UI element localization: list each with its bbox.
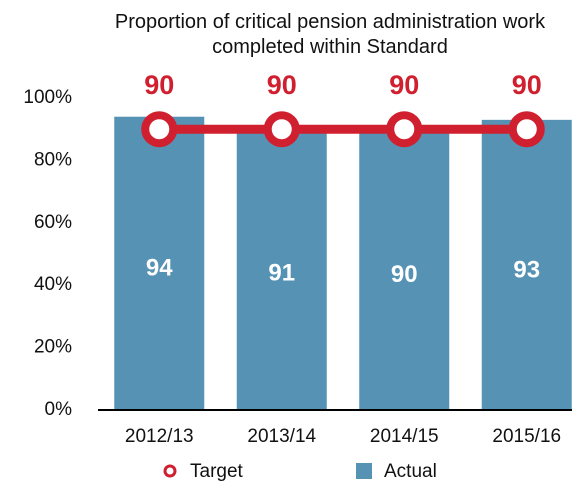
x-tick-label: 2014/15 [370,426,439,447]
target-label: 90 [144,70,174,100]
y-tick-label: 80% [34,149,72,170]
target-marker [263,111,300,148]
target-marker [386,111,423,148]
y-tick-label: 0% [45,399,73,420]
y-tick-label: 40% [34,274,72,295]
x-tick-label: 2013/14 [247,426,316,447]
target-marker [141,111,178,148]
bar-label: 91 [268,259,295,286]
y-tick-label: 60% [34,212,72,233]
bar [481,119,572,410]
y-tick-label: 20% [34,337,72,358]
target-label: 90 [389,70,419,100]
legend-label: Target [190,461,244,482]
x-tick-label: 2012/13 [125,426,194,447]
legend-marker [163,464,177,478]
chart-title: Proportion of critical pension administr… [114,11,546,58]
target-label: 90 [267,70,297,100]
legend-label: Actual [384,461,437,482]
bar-label: 94 [146,255,173,282]
target-label: 90 [512,70,542,100]
bar [114,116,205,410]
bar-label: 93 [513,256,540,283]
y-tick-label: 100% [23,87,72,108]
bar [236,126,327,410]
legend-swatch [356,463,372,479]
bar [359,129,450,410]
bar-label: 90 [391,261,418,288]
target-marker [508,111,545,148]
x-tick-label: 2015/16 [492,426,561,447]
